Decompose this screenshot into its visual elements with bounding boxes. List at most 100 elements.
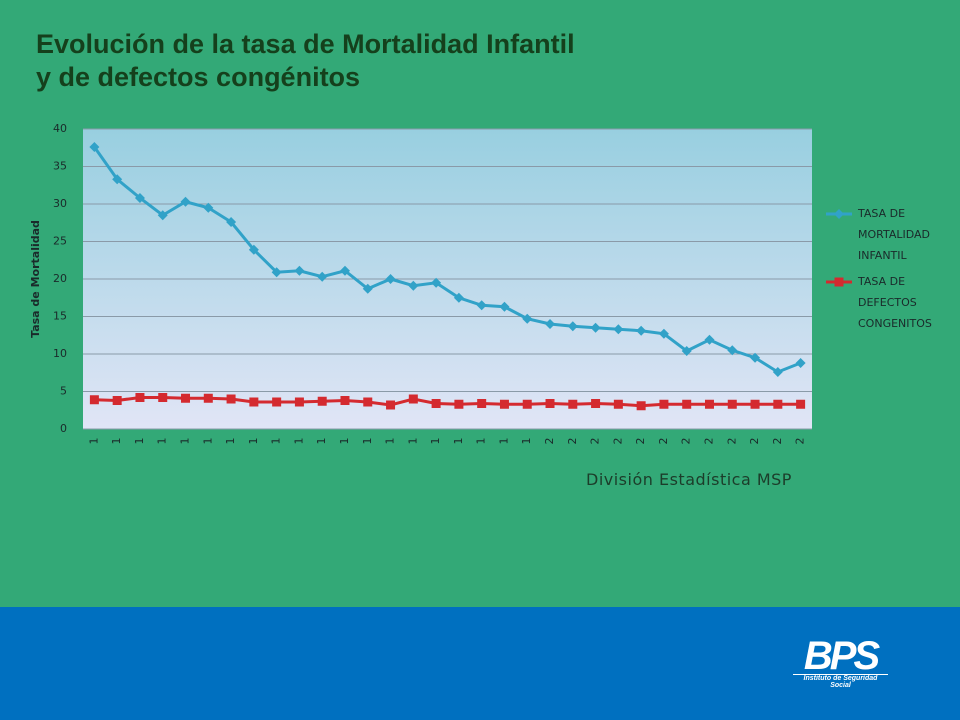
marker — [180, 196, 191, 207]
marker — [613, 399, 623, 409]
x-tick-label: 1 — [361, 438, 374, 445]
marker — [339, 265, 350, 276]
marker — [317, 396, 327, 406]
marker — [89, 142, 100, 152]
marker — [773, 399, 783, 409]
marker — [704, 399, 714, 409]
x-tick-label: 1 — [270, 438, 283, 445]
x-tick-label: 1 — [429, 438, 442, 445]
marker — [750, 399, 760, 409]
marker — [568, 399, 578, 409]
marker — [158, 393, 168, 402]
y-tick-label: 40 — [53, 122, 67, 135]
marker — [727, 345, 738, 356]
marker — [134, 193, 145, 203]
marker — [636, 325, 647, 336]
marker — [408, 280, 419, 291]
series-line — [93, 146, 802, 374]
x-tick-label: 2 — [794, 438, 807, 445]
marker — [272, 397, 282, 407]
marker — [294, 265, 305, 276]
x-tick-label: 1 — [384, 438, 397, 445]
x-tick-label: 2 — [657, 438, 670, 445]
marker — [408, 394, 418, 404]
y-tick-label: 35 — [53, 160, 67, 173]
marker — [795, 358, 806, 368]
y-tick-label: 0 — [60, 422, 67, 435]
marker — [590, 322, 601, 333]
x-tick-label: 1 — [224, 438, 237, 445]
x-tick-label: 2 — [748, 438, 761, 445]
marker — [834, 277, 844, 287]
marker — [522, 313, 533, 324]
marker — [317, 271, 328, 282]
x-tick-label: 2 — [566, 438, 579, 445]
y-tick-label: 5 — [60, 385, 67, 398]
x-tick-label: 2 — [680, 438, 693, 445]
marker — [476, 300, 487, 311]
x-tick-label: 1 — [247, 438, 260, 445]
marker — [545, 399, 555, 408]
source: División Estadística MSP — [586, 470, 792, 489]
x-tick-label: 1 — [156, 438, 169, 445]
marker — [704, 334, 715, 345]
marker — [477, 399, 487, 408]
marker — [636, 401, 646, 411]
marker — [499, 301, 510, 312]
marker — [431, 399, 441, 408]
marker — [362, 283, 373, 294]
x-tick-label: 1 — [406, 438, 419, 445]
logo: BPS Instituto de Seguridad Social — [793, 634, 888, 689]
marker — [135, 393, 145, 402]
y-tick-label: 15 — [53, 310, 67, 323]
marker — [658, 328, 669, 339]
legend-entry: TASA DE MORTALIDAD INFANTIL — [858, 207, 931, 262]
x-tick-label: 1 — [133, 438, 146, 445]
x-tick-label: 1 — [520, 438, 533, 445]
y-tick-label: 20 — [53, 272, 67, 285]
x-tick-label: 1 — [315, 438, 328, 445]
marker — [112, 174, 123, 185]
x-tick-label: 1 — [338, 438, 351, 445]
x-tick-label: 1 — [201, 438, 214, 445]
footer-band — [0, 607, 960, 720]
marker — [796, 399, 806, 409]
x-tick-label: 1 — [452, 438, 465, 445]
marker — [89, 395, 99, 405]
marker — [454, 399, 464, 409]
marker — [567, 321, 578, 332]
marker — [522, 399, 532, 409]
marker — [834, 209, 844, 219]
y-tick-label: 25 — [53, 235, 67, 248]
marker — [226, 394, 236, 404]
x-tick-label: 2 — [634, 438, 647, 445]
marker — [659, 399, 669, 409]
x-tick-label: 1 — [497, 438, 510, 445]
x-tick-label: 1 — [110, 438, 123, 445]
logo-name: BPS — [803, 634, 880, 678]
marker — [203, 393, 213, 403]
y-axis-label: Tasa de Mortalidad — [29, 220, 42, 338]
marker — [386, 400, 396, 410]
marker — [681, 346, 692, 356]
marker — [453, 292, 464, 303]
y-tick-label: 30 — [53, 197, 67, 210]
marker — [499, 399, 509, 409]
x-tick-label: 2 — [611, 438, 624, 445]
marker — [431, 277, 442, 288]
x-tick-label: 2 — [543, 438, 556, 445]
marker — [591, 399, 601, 408]
x-tick-label: 2 — [771, 438, 784, 445]
marker — [363, 397, 373, 407]
marker — [340, 396, 350, 405]
x-tick-label: 2 — [725, 438, 738, 445]
x-tick-label: 1 — [179, 438, 192, 445]
legend-entry: TASA DE DEFECTOS CONGENITOS — [858, 275, 932, 330]
marker — [682, 399, 692, 409]
x-tick-label: 1 — [475, 438, 488, 445]
marker — [772, 367, 783, 377]
x-tick-label: 1 — [87, 438, 100, 445]
chart-title: Evolución de la tasa de Mortalidad Infan… — [36, 29, 575, 92]
marker — [385, 274, 396, 284]
